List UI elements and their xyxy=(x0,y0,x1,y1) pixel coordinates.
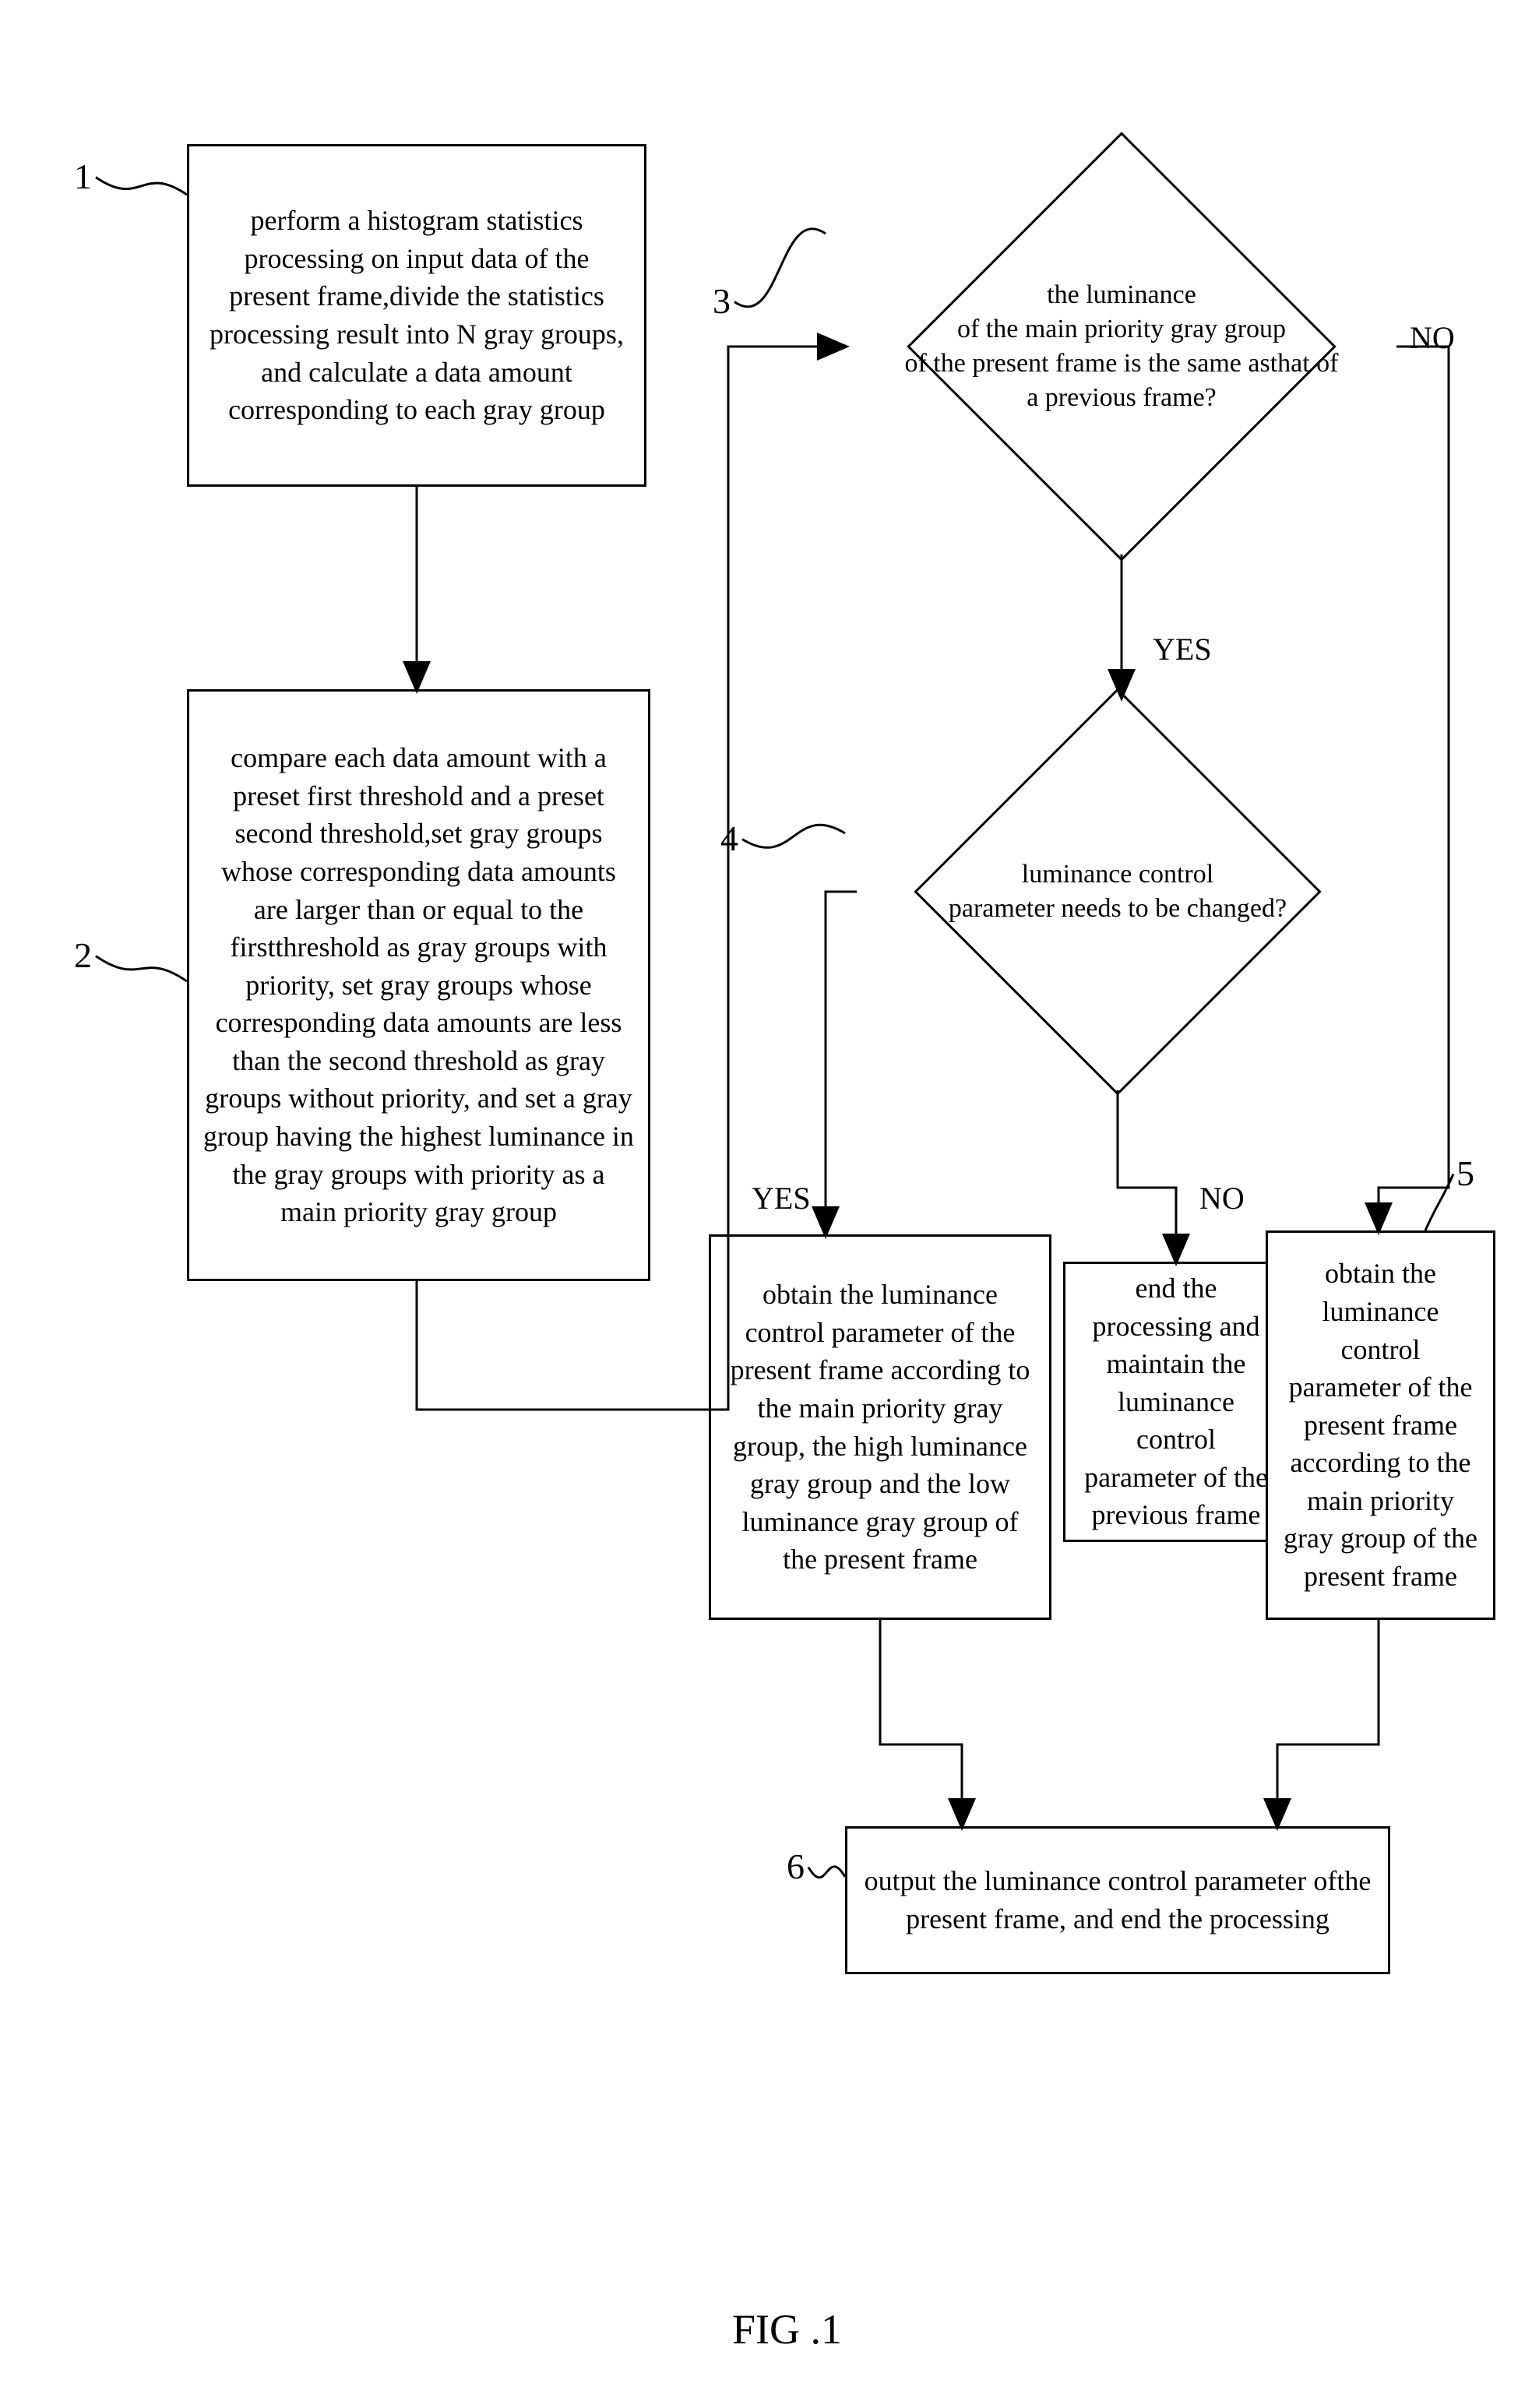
decision-4-text: luminance controlparameter needs to be c… xyxy=(949,857,1287,926)
ref-label-2: 2 xyxy=(74,935,92,976)
process-step-2: compare each data amount with a preset f… xyxy=(187,689,650,1281)
decision-3-text-wrapper: the luminanceof the main priority gray g… xyxy=(841,136,1402,557)
process-box-6-text: output the luminance control parameter o… xyxy=(861,1862,1374,1938)
ref-label-1: 1 xyxy=(74,156,92,197)
process-step-1-text: perform a histogram statistics processin… xyxy=(203,202,630,429)
process-box-no: end the processing and maintain the lumi… xyxy=(1063,1262,1289,1542)
decision-4: luminance controlparameter needs to be c… xyxy=(853,689,1382,1094)
ref-label-3: 3 xyxy=(713,280,731,322)
ref-label-4: 4 xyxy=(720,818,738,859)
process-box-5: obtain the luminance control parameter o… xyxy=(1266,1230,1495,1620)
ref-label-6: 6 xyxy=(787,1846,805,1887)
process-step-1: perform a histogram statistics processin… xyxy=(187,144,646,487)
edge-label-3: NO xyxy=(1410,319,1455,356)
edge-label-5: NO xyxy=(1199,1180,1245,1216)
process-box-6: output the luminance control parameter o… xyxy=(845,1826,1390,1974)
decision-3: the luminanceof the main priority gray g… xyxy=(841,136,1402,557)
process-box-yes: obtain the luminance control parameter o… xyxy=(709,1234,1051,1620)
edge-label-4: YES xyxy=(752,1180,811,1216)
edge-label-2: YES xyxy=(1153,631,1212,667)
ref-label-5: 5 xyxy=(1456,1153,1474,1194)
process-box-no-text: end the processing and maintain the lumi… xyxy=(1079,1269,1273,1534)
flowchart-container: perform a histogram statistics processin… xyxy=(0,0,1532,2408)
decision-3-text: the luminanceof the main priority gray g… xyxy=(904,278,1338,416)
process-box-yes-text: obtain the luminance control parameter o… xyxy=(725,1276,1035,1579)
process-step-2-text: compare each data amount with a preset f… xyxy=(203,739,634,1231)
decision-4-text-wrapper: luminance controlparameter needs to be c… xyxy=(853,689,1382,1094)
process-box-5-text: obtain the luminance control parameter o… xyxy=(1282,1255,1479,1595)
figure-label: FIG .1 xyxy=(732,2305,842,2353)
